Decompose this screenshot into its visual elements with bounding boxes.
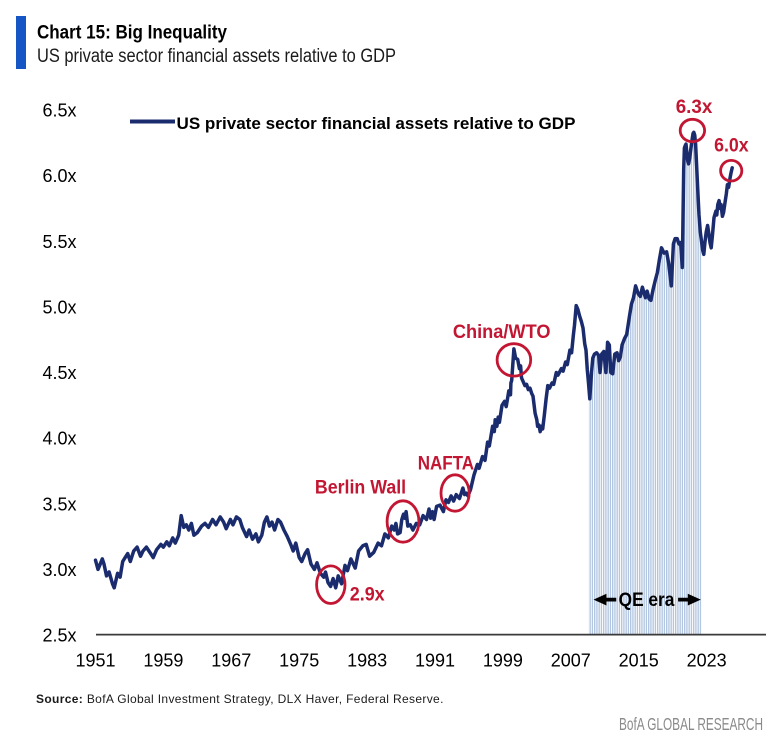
svg-text:3.5x: 3.5x — [42, 494, 76, 514]
svg-text:1991: 1991 — [415, 651, 455, 671]
svg-text:6.0x: 6.0x — [42, 166, 76, 186]
svg-text:1959: 1959 — [143, 651, 183, 671]
svg-text:4.5x: 4.5x — [42, 363, 76, 383]
svg-text:1999: 1999 — [483, 651, 523, 671]
svg-text:US private sector financial as: US private sector financial assets relat… — [37, 46, 396, 67]
svg-text:2023: 2023 — [687, 651, 727, 671]
svg-text:4.0x: 4.0x — [42, 429, 76, 449]
svg-text:1967: 1967 — [211, 651, 251, 671]
svg-text:BofA GLOBAL RESEARCH: BofA GLOBAL RESEARCH — [619, 714, 763, 734]
svg-text:6.5x: 6.5x — [42, 101, 76, 121]
svg-text:2.9x: 2.9x — [350, 585, 385, 606]
svg-text:5.0x: 5.0x — [42, 297, 76, 317]
svg-text:Source: BofA Global Investment: Source: BofA Global Investment Strategy,… — [36, 692, 444, 706]
svg-text:1983: 1983 — [347, 651, 387, 671]
svg-text:2007: 2007 — [551, 651, 591, 671]
svg-text:China/WTO: China/WTO — [453, 322, 551, 343]
svg-text:Chart 15: Big Inequality: Chart 15: Big Inequality — [37, 23, 227, 44]
svg-text:5.5x: 5.5x — [42, 232, 76, 252]
svg-text:US private sector financial as: US private sector financial assets relat… — [177, 114, 576, 133]
svg-text:3.0x: 3.0x — [42, 560, 76, 580]
svg-text:QE era: QE era — [619, 590, 675, 611]
svg-text:1951: 1951 — [75, 651, 115, 671]
svg-text:6.3x: 6.3x — [676, 97, 713, 118]
svg-text:2.5x: 2.5x — [42, 626, 76, 646]
svg-text:NAFTA: NAFTA — [418, 454, 475, 475]
svg-text:6.0x: 6.0x — [714, 136, 749, 157]
svg-text:2015: 2015 — [619, 651, 659, 671]
svg-text:Berlin Wall: Berlin Wall — [315, 478, 406, 499]
svg-text:1975: 1975 — [279, 651, 319, 671]
